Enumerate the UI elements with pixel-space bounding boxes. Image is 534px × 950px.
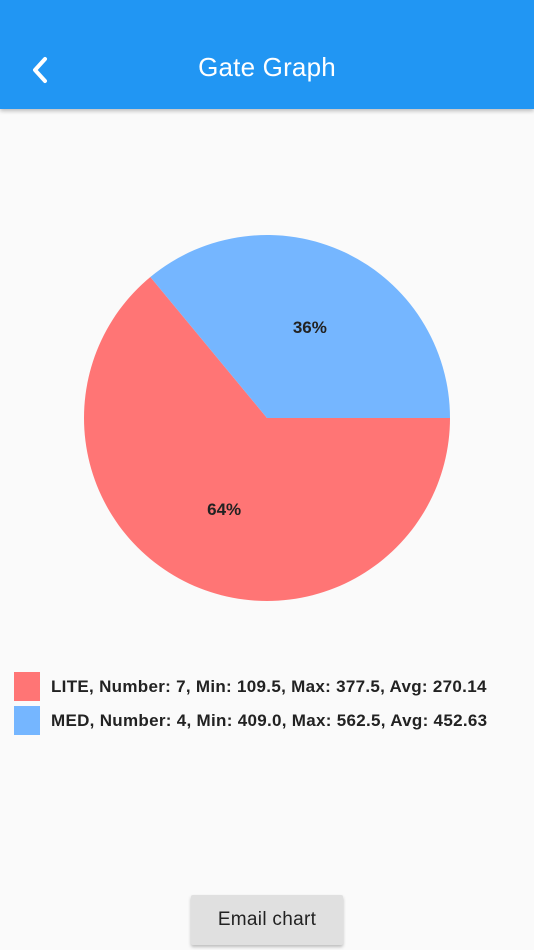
chevron-left-icon [33, 57, 47, 83]
pie-chart: 64% 36% [84, 235, 450, 601]
page-title: Gate Graph [198, 52, 336, 82]
legend-label: LITE, Number: 7, Min: 109.5, Max: 377.5,… [51, 676, 487, 696]
pie-slice-lite [84, 276, 450, 601]
back-button[interactable] [22, 50, 58, 90]
legend-label: MED, Number: 4, Min: 409.0, Max: 562.5, … [51, 710, 488, 730]
pie-chart-area: 64% 36% [0, 109, 534, 629]
pie-label-med: 36% [293, 318, 327, 337]
email-chart-button[interactable]: Email chart [191, 895, 343, 945]
legend-swatch-lite [14, 672, 40, 701]
app-bar: Gate Graph [0, 0, 534, 109]
legend-swatch-med [14, 706, 40, 735]
legend-item-lite: LITE, Number: 7, Min: 109.5, Max: 377.5,… [14, 672, 487, 701]
legend-item-med: MED, Number: 4, Min: 409.0, Max: 562.5, … [14, 706, 487, 735]
pie-slice-med [150, 235, 450, 418]
pie-label-lite: 64% [207, 500, 241, 519]
legend: LITE, Number: 7, Min: 109.5, Max: 377.5,… [14, 672, 487, 740]
